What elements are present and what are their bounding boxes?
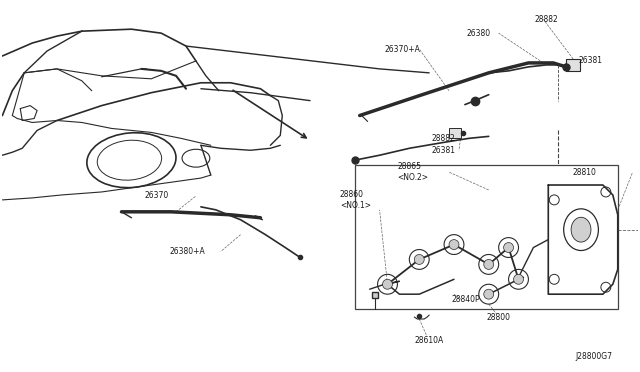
Text: 28865
<NO.2>: 28865 <NO.2> [397,163,428,182]
Bar [355,165,618,309]
Text: 28800: 28800 [487,312,511,321]
Circle shape [383,279,392,289]
Circle shape [513,274,524,284]
Text: J28800G7: J28800G7 [576,352,612,361]
Text: 28610A: 28610A [414,336,444,345]
Text: 26370: 26370 [145,192,169,201]
Circle shape [504,243,513,253]
Text: 28810: 28810 [572,168,596,177]
Text: 26381: 26381 [578,57,602,65]
Text: 28882: 28882 [534,15,558,24]
Circle shape [414,254,424,264]
Text: 26381: 26381 [431,146,455,155]
Circle shape [484,259,493,269]
Text: 28840P: 28840P [451,295,479,304]
Bar [566,59,580,71]
Ellipse shape [571,217,591,242]
Text: 26380+A: 26380+A [169,247,205,256]
Circle shape [484,289,493,299]
Circle shape [449,240,459,250]
Bar [449,128,461,138]
Text: 26370+A: 26370+A [385,45,420,54]
Text: 28860
<NO.1>: 28860 <NO.1> [340,190,371,209]
Text: 28882: 28882 [431,134,455,143]
Text: 26380: 26380 [467,29,491,38]
